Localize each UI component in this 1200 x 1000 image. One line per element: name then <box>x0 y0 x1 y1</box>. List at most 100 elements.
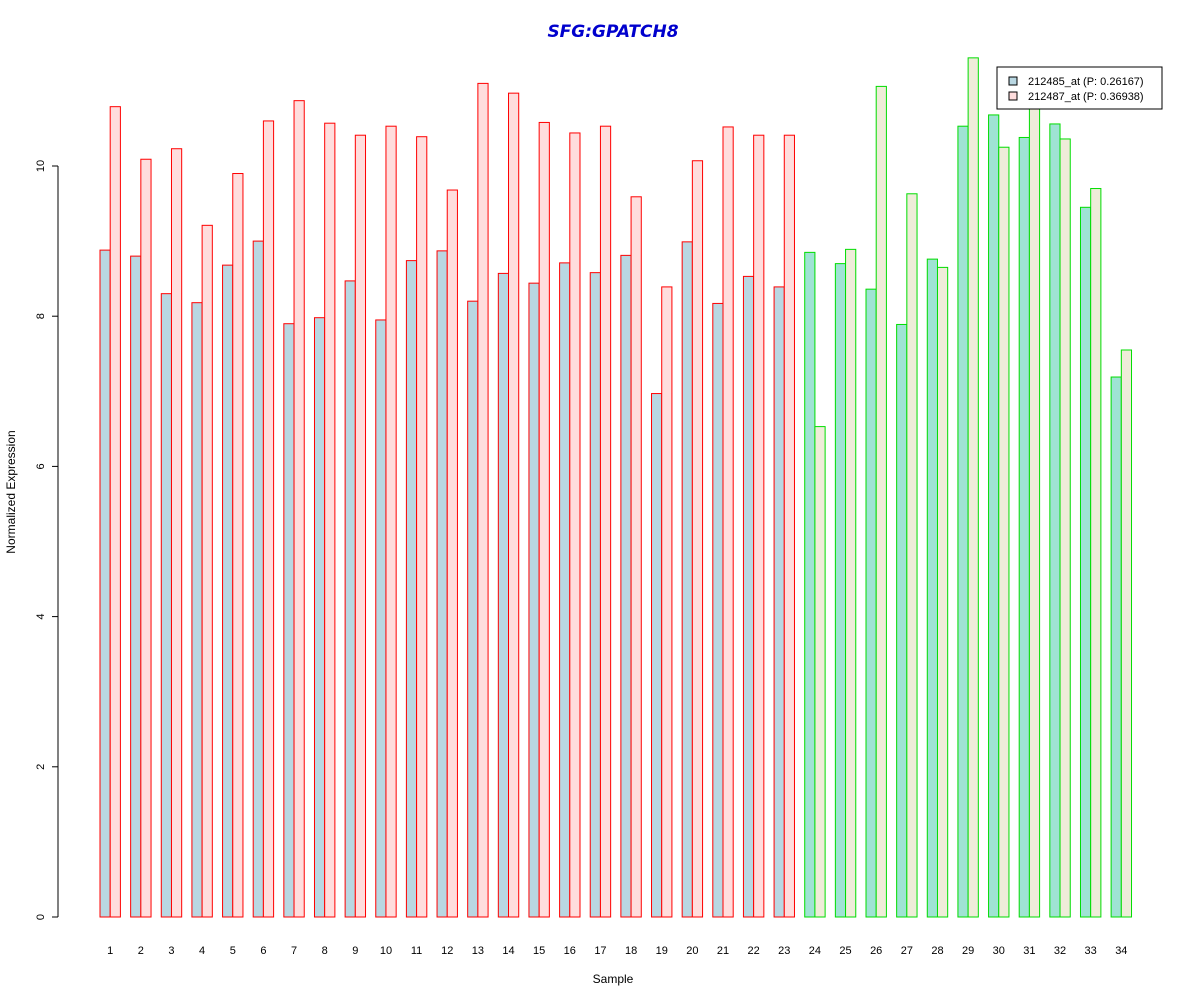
x-tick-label: 32 <box>1054 945 1066 957</box>
bar-series-2-sample-18 <box>630 196 642 918</box>
bar-series-2-sample-12 <box>446 189 458 918</box>
bar-series-1-sample-13 <box>467 300 479 918</box>
x-tick-labels: 1 2 3 4 5 6 7 8 9 10 11 12 13 14 15 16 17 18 19 20 21 22 23 24 2… <box>107 945 1127 957</box>
bar-series-1-sample-14 <box>497 272 510 918</box>
bar-series-2-sample-29 <box>967 57 979 918</box>
x-tick-label: 24 <box>809 945 821 957</box>
bar-series-2-sample-23 <box>783 134 795 918</box>
x-tick-label: 6 <box>260 945 266 957</box>
bar-series-1-sample-20 <box>681 241 693 918</box>
bar-series-2-sample-21 <box>722 126 734 918</box>
bars <box>99 57 1133 918</box>
x-tick-label: 29 <box>962 945 974 957</box>
bar-series-1-sample-17 <box>589 272 601 918</box>
x-tick-label: 14 <box>502 945 514 957</box>
legend-box <box>996 66 1163 110</box>
bar-series-1-sample-8 <box>313 317 326 918</box>
x-tick-label: 1 <box>107 945 113 957</box>
x-tick-label: 30 <box>993 945 1005 957</box>
bar-series-1-sample-12 <box>436 250 448 918</box>
x-tick-label: 3 <box>168 945 174 957</box>
x-tick-label: 16 <box>564 945 576 957</box>
bar-series-1-sample-10 <box>375 319 387 918</box>
bar-series-2-sample-31 <box>1028 100 1041 918</box>
bar-series-1-sample-18 <box>620 254 632 918</box>
bar-series-1-sample-4 <box>191 302 203 918</box>
x-tick-label: 7 <box>291 945 297 957</box>
x-tick-label: 8 <box>322 945 328 957</box>
x-tick-label: 31 <box>1023 945 1035 957</box>
x-tick-label: 18 <box>625 945 637 957</box>
bar-series-1-sample-22 <box>742 275 755 918</box>
bar-series-1-sample-2 <box>130 255 142 918</box>
y-tick-label: 4 <box>35 614 47 620</box>
bar-series-2-sample-1 <box>109 106 121 918</box>
legend-swatch-series-1 <box>1008 76 1018 86</box>
bar-series-2-sample-16 <box>569 132 581 918</box>
bar-series-2-sample-14 <box>508 92 520 918</box>
chart-title: SFG:GPATCH8 <box>547 22 678 42</box>
bar-series-1-sample-31 <box>1018 136 1030 918</box>
bar-series-1-sample-9 <box>344 280 356 918</box>
legend-label-series-2: 212487_at (P: 0.36938) <box>1028 91 1144 103</box>
bar-series-1-sample-24 <box>804 251 816 918</box>
bar-series-2-sample-32 <box>1059 138 1071 918</box>
x-tick-label: 15 <box>533 945 545 957</box>
bar-series-1-sample-23 <box>773 286 785 918</box>
x-tick-label: 21 <box>717 945 729 957</box>
x-tick-label: 4 <box>199 945 205 957</box>
x-tick-label: 5 <box>230 945 236 957</box>
x-axis-label: Sample <box>593 972 634 986</box>
bar-series-1-sample-21 <box>712 302 724 918</box>
x-tick-label: 11 <box>411 945 422 957</box>
x-tick-label: 27 <box>901 945 913 957</box>
bar-series-1-sample-5 <box>222 264 234 918</box>
legend-swatch-series-2 <box>1008 91 1018 101</box>
bar-series-1-sample-28 <box>926 258 938 918</box>
bar-series-1-sample-1 <box>99 249 111 918</box>
bar-series-2-sample-28 <box>936 266 949 918</box>
bar-series-2-sample-4 <box>201 224 213 918</box>
bar-series-2-sample-20 <box>691 160 704 918</box>
y-axis-label: Normalized Expression <box>4 430 18 553</box>
bar-series-2-sample-7 <box>293 100 305 918</box>
bar-series-1-sample-15 <box>528 282 540 918</box>
bar-series-1-sample-25 <box>834 263 847 918</box>
bar-series-1-sample-3 <box>160 293 172 918</box>
x-tick-label: 22 <box>748 945 760 957</box>
bar-series-1-sample-27 <box>896 323 908 918</box>
bar-series-2-sample-10 <box>385 125 397 918</box>
bar-series-1-sample-26 <box>865 288 877 918</box>
bar-series-2-sample-5 <box>232 173 244 918</box>
y-tick-label: 2 <box>35 764 47 770</box>
x-tick-label: 9 <box>352 945 358 957</box>
x-tick-label: 34 <box>1115 945 1127 957</box>
bar-series-2-sample-17 <box>599 125 612 918</box>
x-tick-label: 13 <box>472 945 484 957</box>
x-tick-label: 23 <box>778 945 790 957</box>
x-tick-label: 19 <box>656 945 668 957</box>
y-axis: 0 2 4 6 8 10 <box>35 160 59 920</box>
legend: 212485_at (P: 0.26167) 212487_at (P: 0.3… <box>996 66 1163 110</box>
bar-series-2-sample-22 <box>753 134 765 918</box>
bar-series-2-sample-11 <box>416 136 428 918</box>
bar-series-2-sample-13 <box>477 82 489 918</box>
x-tick-label: 26 <box>870 945 882 957</box>
bar-series-2-sample-26 <box>875 85 887 918</box>
bar-series-1-sample-16 <box>559 262 571 918</box>
bar-series-2-sample-15 <box>538 121 550 918</box>
bar-series-2-sample-33 <box>1090 188 1102 918</box>
bar-series-2-sample-9 <box>354 134 367 918</box>
bar-series-2-sample-24 <box>814 426 826 918</box>
x-tick-label: 2 <box>138 945 144 957</box>
bar-series-1-sample-30 <box>988 114 1000 918</box>
bar-series-1-sample-33 <box>1079 206 1092 918</box>
bar-series-1-sample-7 <box>283 323 295 918</box>
x-tick-label: 20 <box>686 945 698 957</box>
y-tick-label: 10 <box>35 160 47 172</box>
legend-label-series-1: 212485_at (P: 0.26167) <box>1028 76 1144 88</box>
bar-series-2-sample-30 <box>998 146 1010 918</box>
x-tick-label: 12 <box>441 945 453 957</box>
bar-series-2-sample-25 <box>845 248 857 918</box>
bar-series-2-sample-8 <box>324 122 336 918</box>
